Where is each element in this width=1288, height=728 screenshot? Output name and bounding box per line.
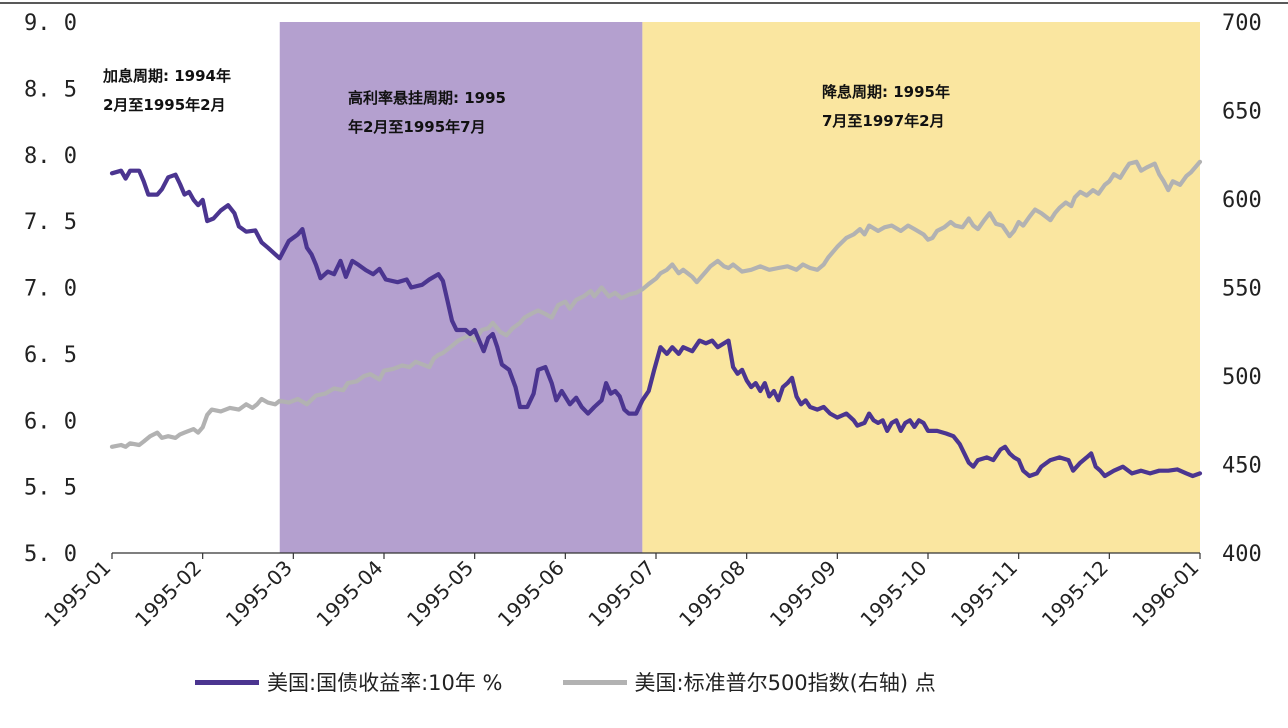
period-bands — [279, 22, 1200, 553]
x-tick-label: 1995-09 — [765, 556, 841, 632]
annotation-hike-period: 2月至1995年2月 — [103, 96, 226, 114]
y-right-tick-label: 400 — [1222, 542, 1262, 567]
x-tick-label: 1995-05 — [402, 556, 478, 632]
x-tick-label: 1995-11 — [946, 556, 1022, 632]
y-left-tick-label: 7. 0 — [24, 277, 77, 302]
y-right-tick-label: 550 — [1222, 277, 1262, 302]
y-right-tick-label: 450 — [1222, 454, 1262, 479]
annotation-cut-period: 7月至1997年2月 — [822, 112, 945, 130]
x-tick-label: 1995-06 — [493, 556, 569, 632]
legend-swatch-sp500 — [562, 679, 627, 685]
annotation-high-rate-period: 高利率悬挂周期: 1995 — [348, 89, 506, 107]
x-tick-label: 1995-02 — [130, 556, 206, 632]
x-tick-label: 1995-08 — [674, 556, 750, 632]
y-left-tick-label: 8. 0 — [24, 144, 77, 169]
y-left-tick-label: 7. 5 — [24, 210, 77, 235]
legend-item-treasury-yield: 美国:国债收益率:10年 % — [195, 667, 503, 697]
y-right-tick-label: 600 — [1222, 188, 1262, 213]
y-left-tick-label: 6. 5 — [24, 343, 77, 368]
series-lines — [109, 159, 1203, 479]
y-right-tick-label: 650 — [1222, 100, 1262, 125]
y-left-tick-label: 5. 5 — [24, 476, 77, 501]
x-tick-label: 1996-01 — [1127, 556, 1203, 632]
period-band-1 — [642, 22, 1200, 553]
legend-label-treasury-yield: 美国:国债收益率:10年 % — [267, 671, 503, 695]
x-tick-label: 1995-07 — [583, 556, 659, 632]
series-line-sp500 — [109, 159, 1203, 449]
x-tick-label: 1995-04 — [311, 556, 387, 632]
annotation-cut-period: 降息周期: 1995年 — [822, 83, 950, 101]
annotation-hike-period: 加息周期: 1994年 — [102, 67, 231, 85]
y-left-tick-label: 6. 0 — [24, 409, 77, 434]
series-line-treasury-yield — [109, 168, 1203, 479]
period-band-0 — [279, 22, 643, 553]
annotation-high-rate-period: 年2月至1995年7月 — [348, 118, 486, 136]
x-tick-label: 1995-12 — [1037, 556, 1113, 632]
legend-swatch-treasury-yield — [195, 679, 259, 685]
y-right-tick-label: 700 — [1222, 11, 1262, 36]
y-left-tick-label: 8. 5 — [24, 77, 77, 102]
legend-label-sp500: 美国:标准普尔500指数(右轴) 点 — [634, 671, 936, 695]
y-left-tick-label: 5. 0 — [24, 542, 77, 567]
x-tick-label: 1995-10 — [855, 556, 931, 632]
y-left-tick-label: 9. 0 — [24, 11, 77, 36]
period-annotations: 加息周期: 1994年 2月至1995年2月 高利率悬挂周期: 1995 年2月至19… — [102, 67, 950, 136]
x-tick-label: 1995-03 — [221, 556, 297, 632]
legend: 美国:国债收益率:10年 % 美国:标准普尔500指数(右轴) 点 — [195, 664, 996, 700]
y-right-tick-label: 500 — [1222, 365, 1262, 390]
legend-item-sp500: 美国:标准普尔500指数(右轴) 点 — [562, 667, 936, 697]
